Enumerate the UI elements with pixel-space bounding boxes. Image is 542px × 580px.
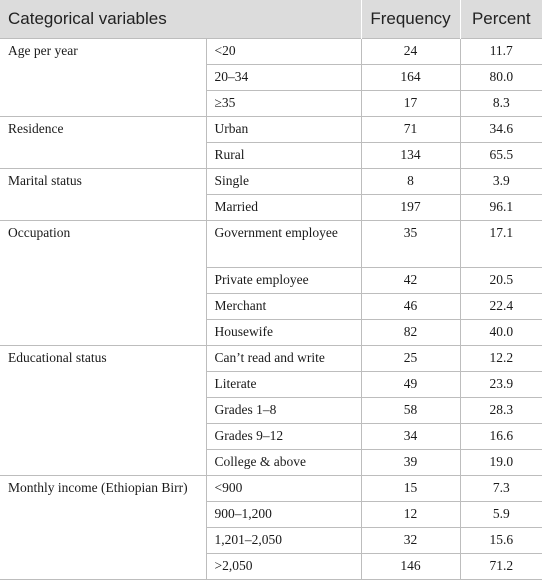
percent-cell: 12.2 (459, 345, 542, 372)
category-cell: College & above (206, 449, 362, 476)
frequency-cell: 24 (360, 38, 461, 65)
category-cell: >2,050 (206, 553, 362, 580)
table-row: Married 197 96.1 (0, 194, 542, 221)
table-row: Housewife 82 40.0 (0, 319, 542, 346)
percent-cell: 3.9 (459, 168, 542, 195)
frequency-cell: 15 (360, 475, 461, 502)
frequency-cell: 32 (360, 527, 461, 554)
percent-cell: 96.1 (459, 194, 542, 221)
category-cell: <900 (205, 475, 362, 502)
category-cell: Grades 1–8 (206, 397, 362, 424)
frequency-cell: 146 (360, 553, 461, 580)
header-percent: Percent (460, 0, 542, 39)
frequency-cell: 82 (360, 319, 461, 346)
table-row: Age per year <20 24 11.7 (0, 38, 542, 117)
table-row: Educational status Can’t read and write … (0, 345, 542, 476)
percent-cell: 22.4 (459, 293, 542, 320)
percent-cell: 19.0 (459, 449, 542, 476)
percent-cell: 7.3 (459, 475, 542, 502)
percent-cell: 5.9 (459, 501, 542, 528)
category-cell: Rural (206, 142, 362, 169)
frequency-cell: 17 (360, 90, 461, 117)
category-cell: Merchant (206, 293, 362, 320)
frequency-cell: 34 (360, 423, 461, 450)
header-variable: Categorical variables (0, 0, 362, 39)
category-cell: Married (206, 194, 362, 221)
percent-cell: 65.5 (459, 142, 542, 169)
table-row: ≥35 17 8.3 (0, 90, 542, 117)
table-header: Categorical variables Frequency Percent (0, 0, 542, 39)
category-cell: Government employee (205, 220, 362, 268)
frequency-cell: 164 (360, 64, 461, 91)
percent-cell: 71.2 (459, 553, 542, 580)
percent-cell: 23.9 (459, 371, 542, 398)
group-label: Residence (0, 116, 207, 169)
frequency-cell: 71 (360, 116, 461, 143)
percent-cell: 34.6 (459, 116, 542, 143)
percent-cell: 17.1 (459, 220, 542, 268)
group-label: Educational status (0, 345, 207, 476)
percent-cell: 28.3 (459, 397, 542, 424)
category-cell: Urban (205, 116, 362, 143)
frequency-cell: 39 (360, 449, 461, 476)
percent-cell: 20.5 (459, 267, 542, 294)
table-row: Marital status Single 8 3.9 (0, 168, 542, 221)
percent-cell: 16.6 (459, 423, 542, 450)
group-label: Age per year (0, 38, 207, 117)
percent-cell: 15.6 (459, 527, 542, 554)
frequency-cell: 25 (360, 345, 461, 372)
category-cell: Literate (206, 371, 362, 398)
category-cell: <20 (205, 38, 362, 65)
table-row: Monthly income (Ethiopian Birr) <900 15 … (0, 475, 542, 580)
category-cell: Grades 9–12 (206, 423, 362, 450)
frequency-cell: 46 (360, 293, 461, 320)
table-row: 20–34 164 80.0 (0, 64, 542, 91)
category-cell: Single (205, 168, 362, 195)
percent-cell: 11.7 (459, 38, 542, 65)
group-label: Occupation (0, 220, 207, 346)
category-cell: ≥35 (206, 90, 362, 117)
group-label: Monthly income (Ethiopian Birr) (0, 475, 207, 580)
table-row: Literate 49 23.9 (0, 371, 542, 398)
category-cell: 900–1,200 (206, 501, 362, 528)
frequency-cell: 197 (360, 194, 461, 221)
group-label: Marital status (0, 168, 207, 221)
table-row: 900–1,200 12 5.9 (0, 501, 542, 528)
category-cell: Housewife (206, 319, 362, 346)
category-cell: Private employee (206, 267, 362, 294)
percent-cell: 40.0 (459, 319, 542, 346)
category-cell: 20–34 (206, 64, 362, 91)
frequency-cell: 49 (360, 371, 461, 398)
table-row: Residence Urban 71 34.6 (0, 116, 542, 169)
frequency-cell: 35 (360, 220, 461, 268)
table-row: Grades 1–8 58 28.3 (0, 397, 542, 424)
table-row: 1,201–2,050 32 15.6 (0, 527, 542, 554)
category-cell: 1,201–2,050 (206, 527, 362, 554)
frequency-cell: 134 (360, 142, 461, 169)
frequency-cell: 8 (360, 168, 461, 195)
frequency-cell: 12 (360, 501, 461, 528)
header-frequency: Frequency (361, 0, 461, 39)
category-cell: Can’t read and write (205, 345, 362, 372)
frequency-cell: 58 (360, 397, 461, 424)
percent-cell: 8.3 (459, 90, 542, 117)
table-row: Grades 9–12 34 16.6 (0, 423, 542, 450)
table-row: Occupation Government employee 35 17.1 (0, 220, 542, 346)
percent-cell: 80.0 (459, 64, 542, 91)
frequency-cell: 42 (360, 267, 461, 294)
